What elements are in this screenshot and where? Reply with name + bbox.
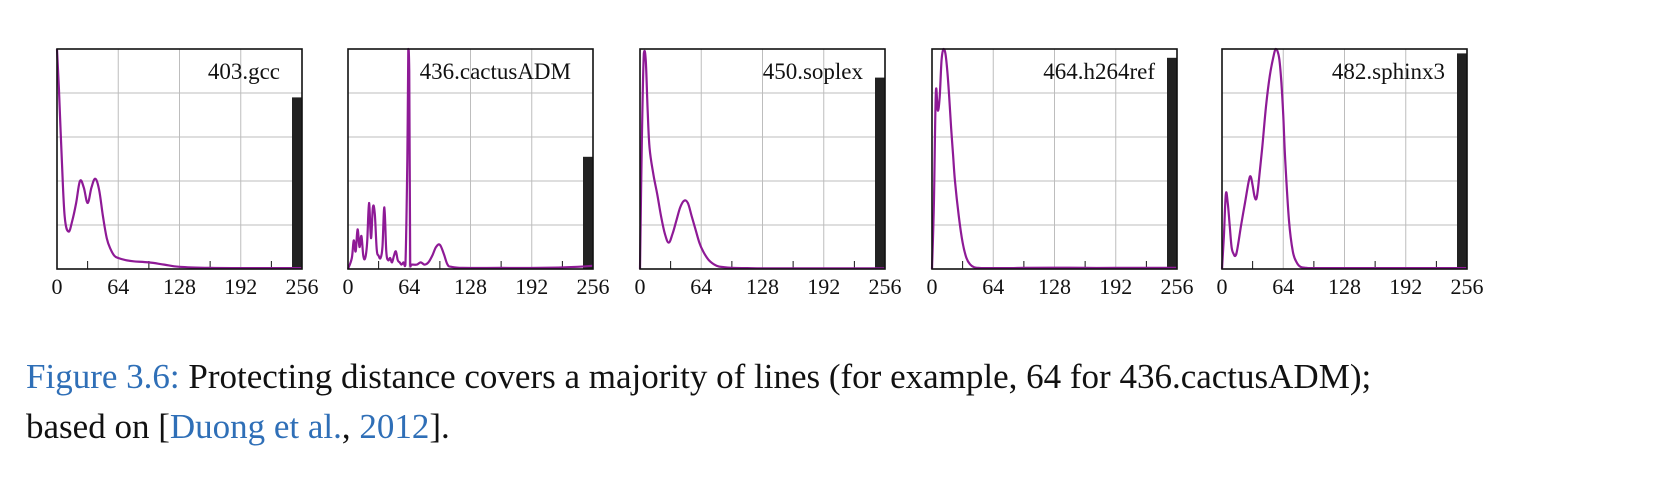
x-tick-label: 64 xyxy=(1272,274,1294,299)
chart-title: 450.soplex xyxy=(763,59,864,84)
distribution-line xyxy=(346,47,594,270)
plot-frame xyxy=(56,48,303,270)
x-tick-label: 192 xyxy=(515,274,548,299)
x-tick-label: 256 xyxy=(577,274,610,299)
plot-frame xyxy=(639,48,886,270)
x-tick-label: 256 xyxy=(1451,274,1484,299)
distribution-line xyxy=(930,47,1177,270)
plot-frame xyxy=(347,48,594,270)
x-tick-label: 0 xyxy=(635,274,646,299)
distribution-line xyxy=(1220,47,1467,270)
x-tick-label: 0 xyxy=(52,274,63,299)
chart-panel-4: 464.h264ref 0 64 128 192 256 xyxy=(927,47,1194,299)
figure-caption: Figure 3.6: Protecting distance covers a… xyxy=(26,352,1646,452)
coverage-bar xyxy=(1457,53,1467,270)
x-tick-label: 128 xyxy=(1038,274,1071,299)
caption-based-on: based on [ xyxy=(26,407,170,446)
x-tick-label: 128 xyxy=(454,274,487,299)
x-tick-label: 128 xyxy=(746,274,779,299)
x-tick-label: 256 xyxy=(1161,274,1194,299)
distribution-line xyxy=(55,48,302,270)
coverage-bar xyxy=(292,97,302,270)
chart-title: 403.gcc xyxy=(208,59,280,84)
x-tick-label: 128 xyxy=(1328,274,1361,299)
distribution-line xyxy=(638,49,886,270)
chart-panel-5: 482.sphinx3 0 64 128 192 256 xyxy=(1217,47,1484,299)
caption-closing: ]. xyxy=(429,407,450,446)
chart-title: 482.sphinx3 xyxy=(1332,59,1445,84)
x-tick-label: 192 xyxy=(807,274,840,299)
x-tick-label: 0 xyxy=(927,274,938,299)
citation-year-link[interactable]: 2012 xyxy=(359,407,430,446)
x-tick-label: 64 xyxy=(982,274,1004,299)
caption-comma: , xyxy=(341,407,360,446)
chart-title: 464.h264ref xyxy=(1043,59,1155,84)
x-tick-label: 192 xyxy=(224,274,257,299)
x-tick-label: 256 xyxy=(869,274,902,299)
x-tick-label: 0 xyxy=(1217,274,1228,299)
caption-main-text: Protecting distance covers a majority of… xyxy=(179,357,1372,396)
plot-frame xyxy=(1221,48,1468,270)
x-tick-label: 64 xyxy=(107,274,129,299)
coverage-bar xyxy=(1167,57,1177,269)
chart-panel-2: 436.cactusADM 0 64 128 192 256 xyxy=(343,47,610,299)
x-tick-label: 64 xyxy=(690,274,712,299)
plot-frame xyxy=(931,48,1178,270)
chart-panel-1: 403.gcc 0 64 128 192 256 xyxy=(52,48,319,299)
caption-line-1: Figure 3.6: Protecting distance covers a… xyxy=(26,352,1646,402)
x-tick-label: 192 xyxy=(1099,274,1132,299)
x-tick-label: 64 xyxy=(398,274,420,299)
charts-canvas: 403.gcc 0 64 128 192 256 436.cactusADM 0 64 128 19… xyxy=(52,47,1484,299)
caption-line-2: based on [Duong et al., 2012]. xyxy=(26,402,1646,452)
x-tick-label: 128 xyxy=(163,274,196,299)
coverage-bar xyxy=(583,156,593,269)
coverage-bar xyxy=(875,77,885,269)
citation-authors-link[interactable]: Duong et al. xyxy=(169,407,342,446)
figure-label[interactable]: Figure 3.6: xyxy=(26,357,180,396)
x-tick-label: 256 xyxy=(286,274,319,299)
chart-title: 436.cactusADM xyxy=(420,59,571,84)
x-tick-label: 192 xyxy=(1389,274,1422,299)
x-tick-label: 0 xyxy=(343,274,354,299)
chart-panel-3: 450.soplex 0 64 128 192 256 xyxy=(635,48,902,299)
